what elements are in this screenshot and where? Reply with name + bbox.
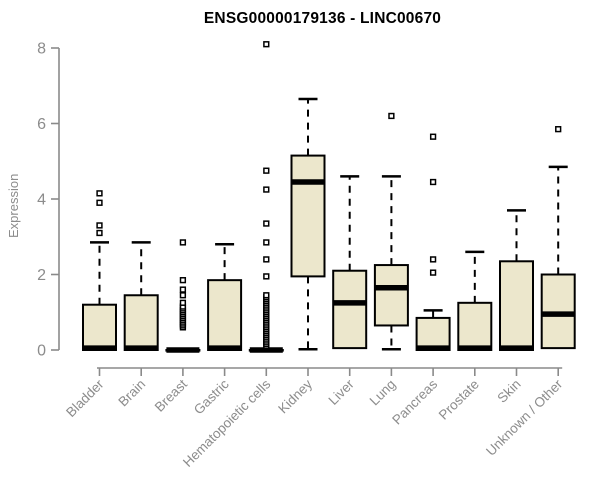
box-iqr	[457, 301, 493, 351]
x-category-label: Pancreas	[389, 376, 440, 427]
outlier-point	[96, 229, 103, 237]
outlier-point	[263, 273, 270, 280]
x-category-label: Breast	[152, 376, 190, 414]
y-tick-label: 8	[37, 41, 46, 58]
x-category-label: Prostate	[436, 377, 482, 423]
box-iqr	[123, 294, 159, 352]
y-tick-label: 4	[37, 192, 46, 209]
outlier-point	[388, 112, 395, 120]
chart-title: ENSG00000179136 - LINC00670	[203, 10, 442, 27]
x-category-label: Liver	[326, 376, 358, 408]
x-category-label: Kidney	[275, 376, 315, 416]
outlier-point	[429, 178, 437, 186]
outlier-point	[179, 286, 187, 293]
outlier-point	[96, 190, 103, 197]
box-iqr	[540, 273, 576, 350]
outlier-point	[179, 292, 187, 299]
box-iqr	[207, 279, 243, 352]
outlier-point	[263, 256, 270, 263]
y-tick-label: 6	[37, 116, 46, 133]
box-iqr	[332, 269, 368, 350]
outlier-point	[179, 239, 187, 246]
box-iqr	[415, 316, 451, 352]
x-category-label: Lung	[367, 377, 399, 409]
outlier-point	[263, 186, 270, 193]
box-iqr	[373, 264, 409, 327]
outlier-point	[179, 299, 187, 306]
outlier-point	[263, 41, 270, 48]
x-category-label: Brain	[115, 377, 148, 410]
outlier-point	[263, 239, 270, 246]
outlier-point	[96, 199, 103, 206]
outlier-point	[263, 167, 270, 174]
y-axis-title: Expression	[6, 173, 21, 238]
outlier-point	[263, 292, 270, 299]
outlier-point	[429, 133, 437, 140]
outlier-point	[555, 126, 562, 133]
box-iqr	[499, 260, 534, 352]
x-category-label: Unknown / Other	[483, 376, 566, 459]
outlier-point	[96, 222, 103, 229]
y-tick-label: 2	[37, 267, 46, 284]
outlier-point	[429, 256, 437, 263]
x-category-label: Gastric	[191, 376, 232, 417]
x-category-label: Skin	[494, 377, 523, 406]
outlier-point	[263, 220, 270, 227]
outlier-point	[429, 269, 437, 276]
y-tick-label: 0	[37, 343, 46, 360]
box-iqr	[82, 303, 117, 352]
box-iqr	[290, 154, 326, 278]
x-category-label: Bladder	[63, 376, 107, 420]
outlier-point	[179, 277, 187, 284]
